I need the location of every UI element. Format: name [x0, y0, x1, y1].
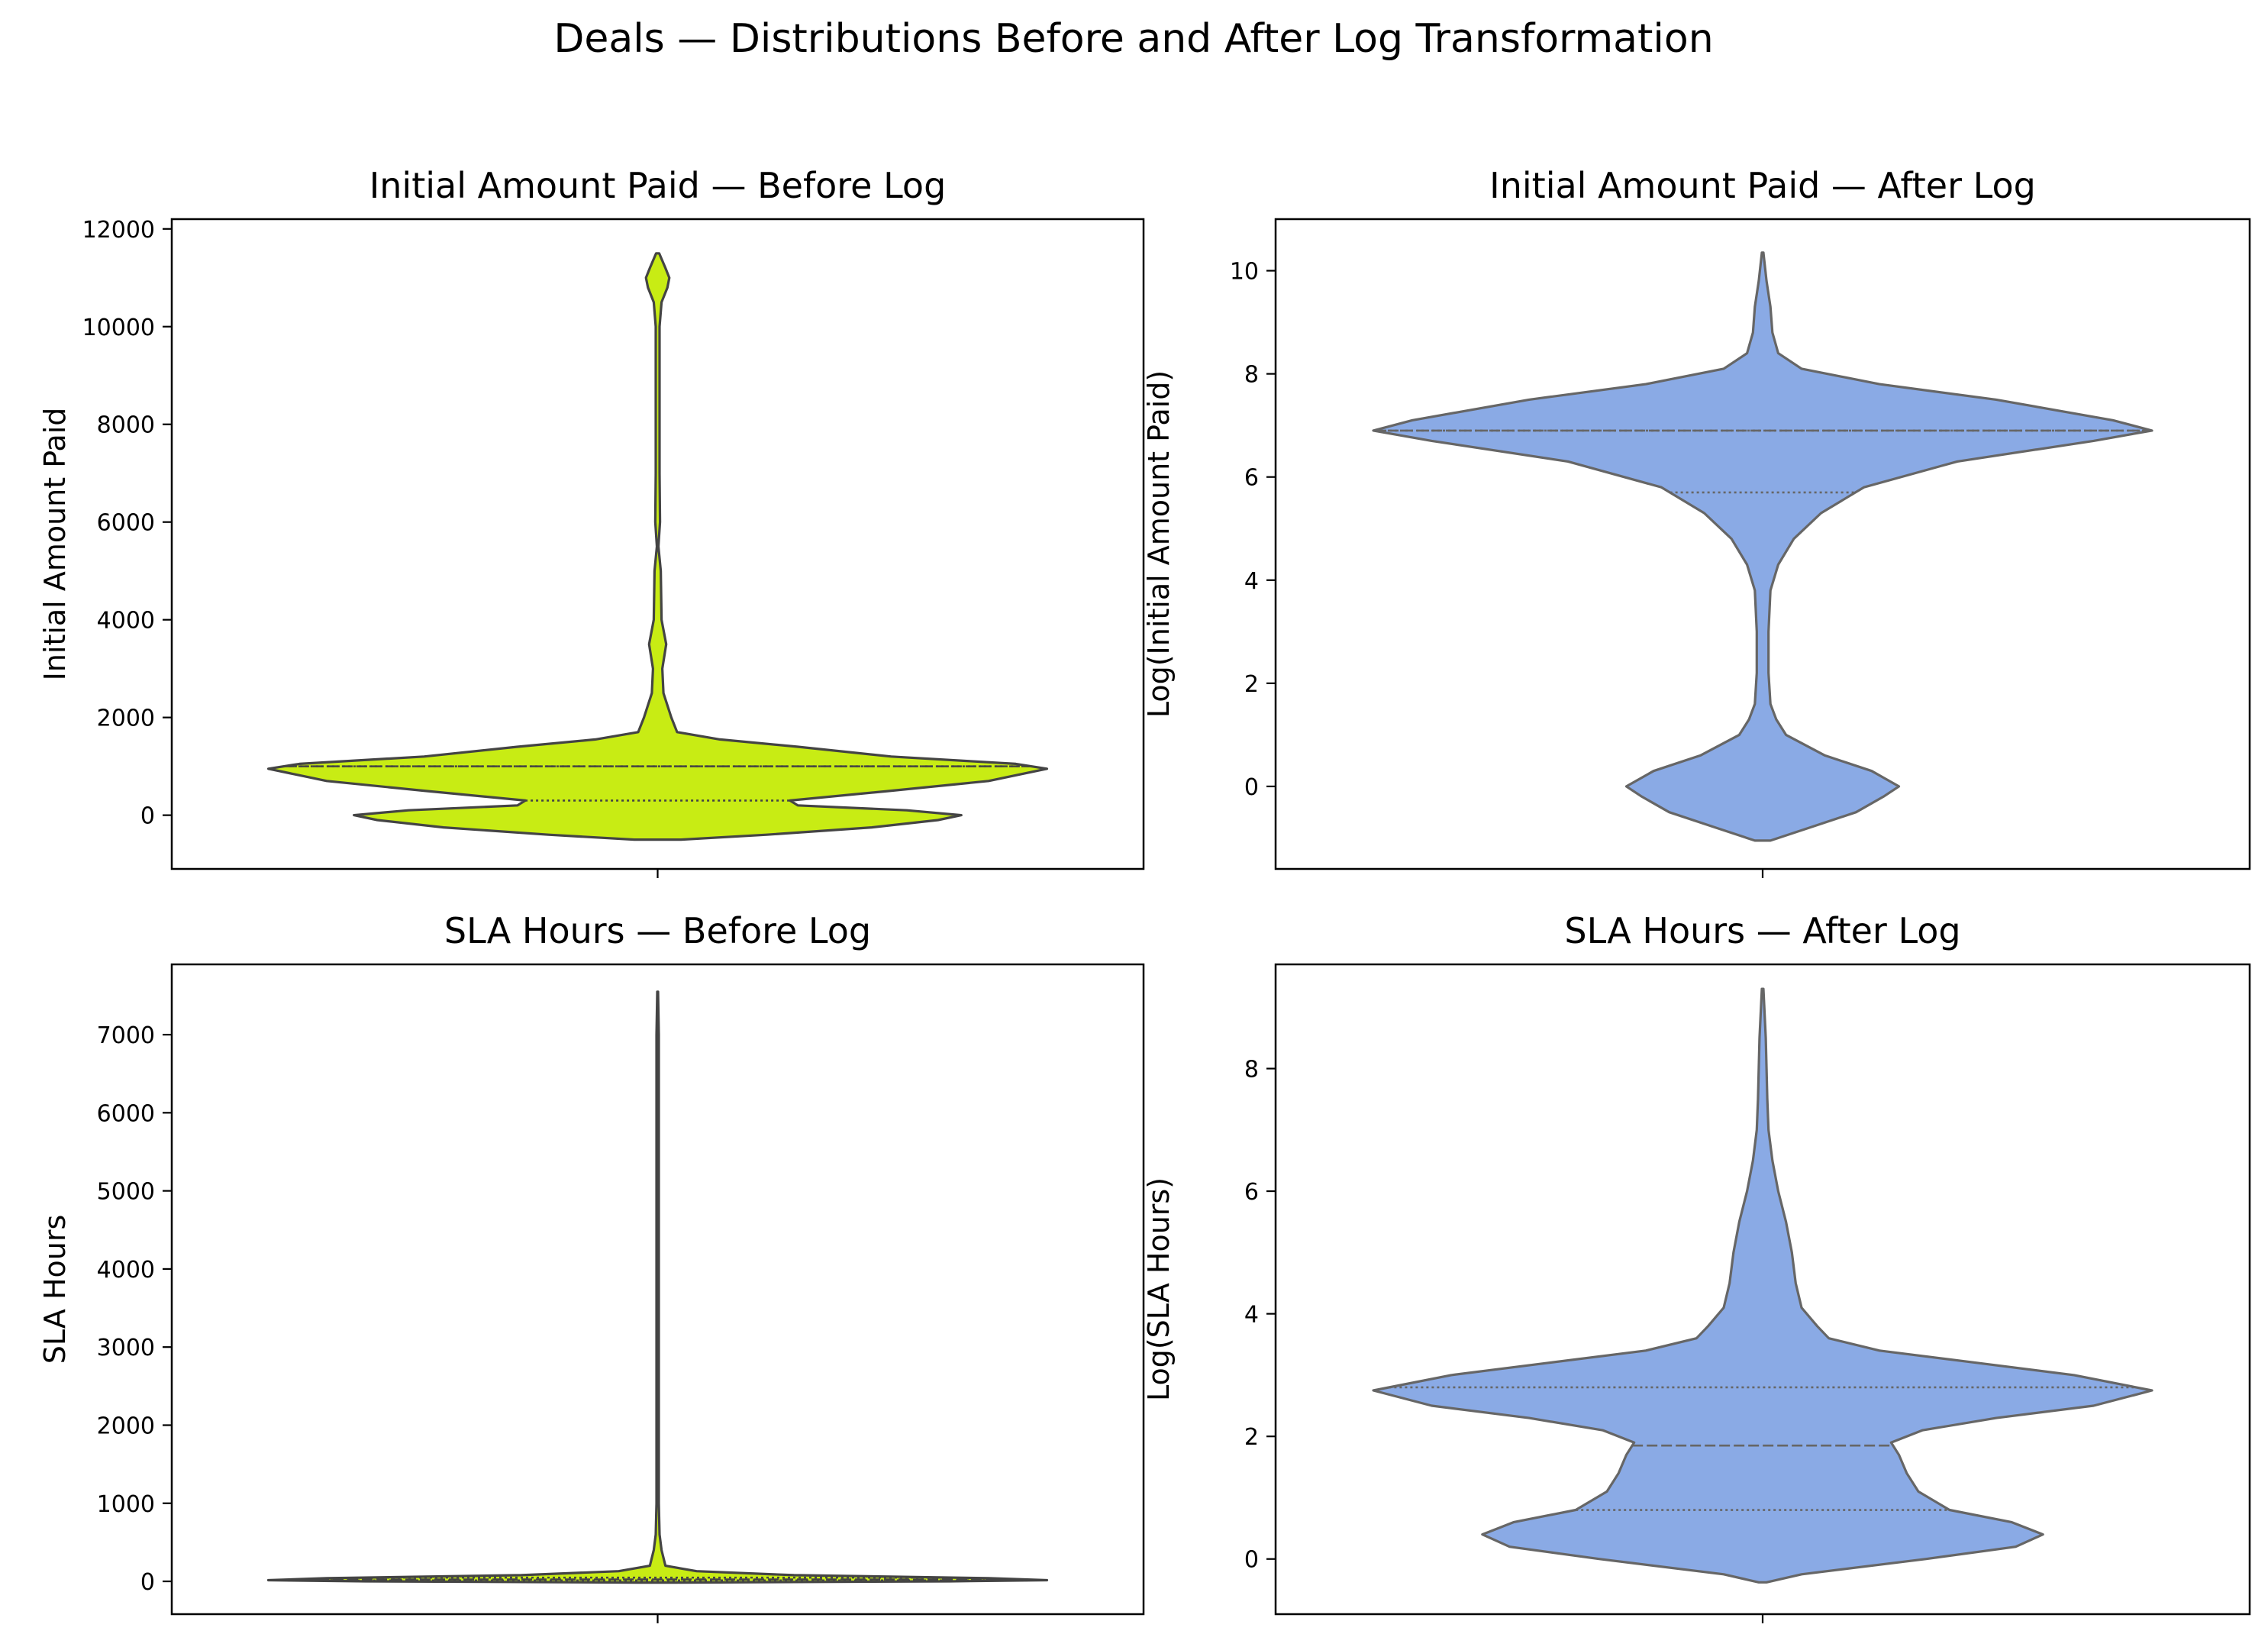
- y-axis-label: Initial Amount Paid: [38, 408, 72, 681]
- y-tick-label: 12000: [82, 217, 155, 244]
- y-tick-label: 2000: [97, 706, 155, 732]
- figure-title: Deals — Distributions Before and After L…: [553, 16, 1713, 62]
- y-tick-label: 8000: [97, 412, 155, 439]
- y-tick-label: 0: [1244, 774, 1259, 801]
- violin-body: [266, 252, 1049, 841]
- y-tick-label: 6000: [97, 510, 155, 537]
- y-tick-label: 4: [1244, 568, 1259, 595]
- violin-body: [1372, 987, 2153, 1584]
- subplot-title: Initial Amount Paid — Before Log: [369, 165, 947, 206]
- y-tick-label: 1000: [97, 1491, 155, 1518]
- y-tick-label: 5000: [97, 1179, 155, 1206]
- y-tick-label: 2: [1244, 1424, 1259, 1451]
- subplot-4: SLA Hours — After Log Log(SLA Hours) 0 2 4 6 8: [1142, 910, 2251, 1623]
- y-tick-label: 6: [1244, 1179, 1259, 1206]
- y-tick-label: 0: [140, 803, 155, 830]
- y-tick-label: 10000: [82, 315, 155, 341]
- subplot-grid: Initial Amount Paid — Before Log Initial …: [38, 165, 2251, 1623]
- y-tick-label: 6: [1244, 465, 1259, 492]
- y-tick-label: 4000: [97, 1257, 155, 1284]
- y-tick-label: 7000: [97, 1022, 155, 1049]
- y-tick-label: 6000: [97, 1100, 155, 1127]
- y-tick-label: 2000: [97, 1413, 155, 1439]
- y-axis-label: Log(Initial Amount Paid): [1142, 370, 1176, 718]
- y-tick-label: 8: [1244, 362, 1259, 389]
- subplot-3: SLA Hours — Before Log SLA Hours 0 1000 2000…: [38, 910, 1145, 1623]
- y-tick-label: 8: [1244, 1056, 1259, 1083]
- y-tick-label: 4000: [97, 608, 155, 635]
- y-axis-label: SLA Hours: [38, 1215, 72, 1364]
- subplot-title: Initial Amount Paid — After Log: [1489, 165, 2036, 206]
- violin-body: [1372, 251, 2153, 842]
- y-tick-label: 3000: [97, 1335, 155, 1361]
- y-tick-label: 2: [1244, 671, 1259, 698]
- y-tick-label: 0: [1244, 1547, 1259, 1574]
- y-axis-label: Log(SLA Hours): [1142, 1177, 1176, 1401]
- y-tick-label: 0: [140, 1569, 155, 1596]
- subplot-2: Initial Amount Paid — After Log Log(Initi…: [1142, 165, 2251, 878]
- y-tick-label: 10: [1230, 259, 1259, 286]
- subplot-title: SLA Hours — After Log: [1564, 910, 1960, 951]
- subplot-title: SLA Hours — Before Log: [444, 910, 871, 951]
- violin-body: [266, 990, 1049, 1584]
- y-tick-label: 4: [1244, 1302, 1259, 1329]
- subplot-1: Initial Amount Paid — Before Log Initial …: [38, 165, 1145, 878]
